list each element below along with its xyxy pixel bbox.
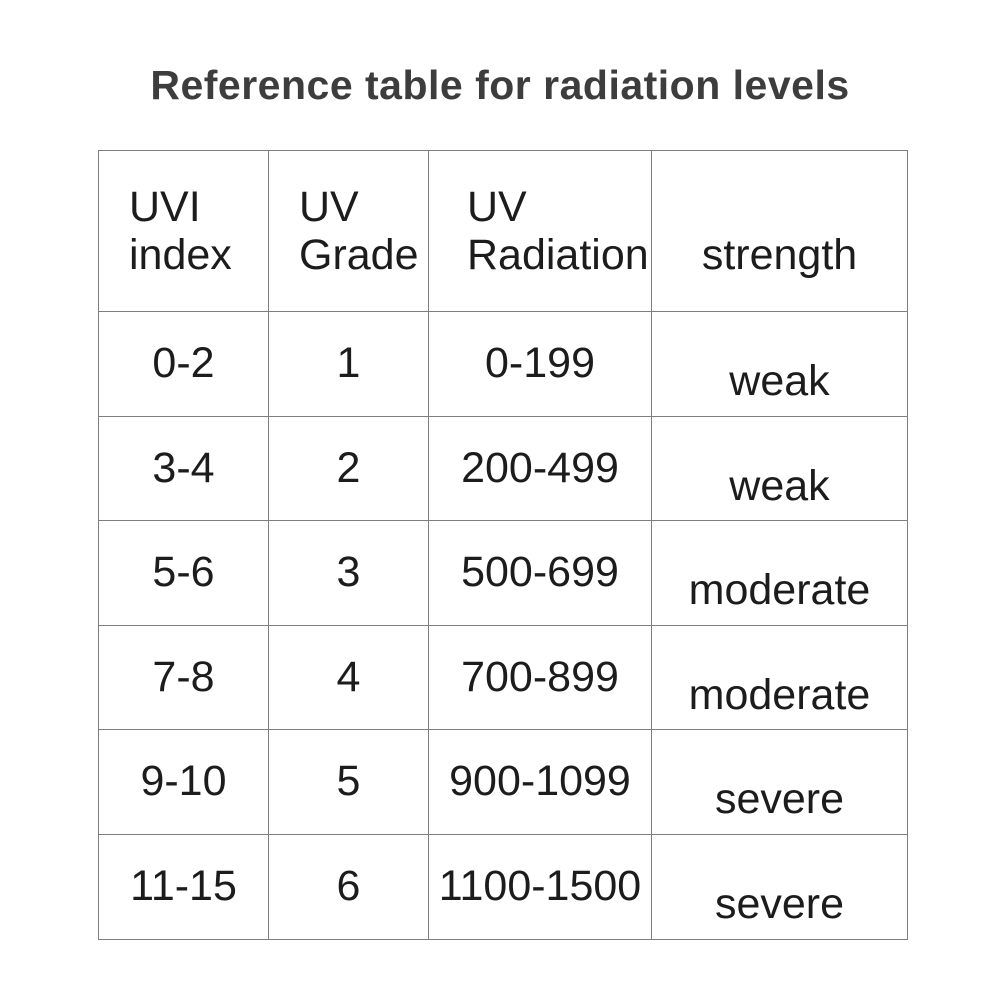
cell-strength: weak (652, 312, 907, 417)
cell-strength: moderate (652, 521, 907, 626)
column-header-line: UVI (129, 183, 201, 232)
cell-uv-radiation: 0-199 (429, 312, 652, 417)
cell-uv-grade: 2 (269, 416, 429, 521)
cell-uvi-index: 9-10 (99, 730, 269, 835)
column-header-uvi-index: UVI index (99, 151, 269, 312)
cell-uvi-index: 7-8 (99, 625, 269, 730)
cell-strength: severe (652, 730, 907, 835)
cell-uv-grade: 6 (269, 834, 429, 939)
cell-uv-grade: 4 (269, 625, 429, 730)
column-header-uv-radiation: UV Radiation (429, 151, 652, 312)
column-header-line: index (129, 230, 232, 279)
cell-uvi-index: 11-15 (99, 834, 269, 939)
cell-strength: weak (652, 417, 907, 521)
radiation-reference-table: UVI index UV Grade UV Radiation strength… (98, 150, 908, 940)
cell-uv-radiation: 900-1099 (429, 730, 652, 835)
cell-strength: moderate (652, 626, 907, 730)
cell-uv-grade: 1 (269, 312, 429, 417)
cell-uvi-index: 5-6 (99, 521, 269, 626)
column-header-uv-grade: UV Grade (269, 151, 429, 312)
cell-uv-radiation: 700-899 (429, 625, 652, 730)
page-title: Reference table for radiation levels (150, 62, 850, 108)
cell-uv-grade: 5 (269, 730, 429, 835)
cell-uv-radiation: 200-499 (429, 416, 652, 521)
cell-strength: severe (714, 880, 845, 929)
cell-uvi-index: 3-4 (99, 416, 269, 521)
column-header-line: strength (701, 230, 858, 279)
column-header-strength: strength (652, 151, 907, 312)
cell-uv-radiation: 500-699 (429, 521, 652, 626)
cell-uvi-index: 0-2 (99, 312, 269, 417)
cell-uv-grade: 3 (269, 521, 429, 626)
column-header-line: UV (467, 183, 527, 232)
column-header-line: Grade (299, 230, 419, 279)
column-header-line: Radiation (467, 230, 649, 279)
column-header-line: UV (299, 183, 359, 232)
cell-uv-radiation: 1100-1500 (429, 834, 652, 939)
